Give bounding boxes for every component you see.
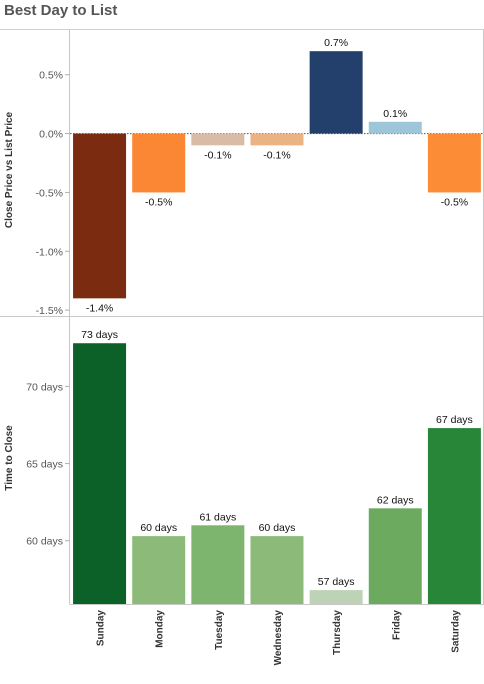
price-tick-label: -1.5%: [36, 305, 63, 317]
price-label-thursday: 0.7%: [324, 37, 348, 49]
price-data-labels: -1.4% -0.5% -0.1% -0.1% 0.7% 0.1% -0.5%: [86, 37, 468, 314]
x-tick-monday: Monday: [155, 610, 166, 648]
time-bar-sunday[interactable]: [73, 343, 127, 604]
x-tick-wednesday: Wednesday: [273, 610, 284, 666]
price-axis-ticks: 0.5% 0.0% -0.5% -1.0% -1.5%: [36, 70, 70, 317]
price-bar-monday[interactable]: [132, 133, 186, 193]
price-bar-thursday[interactable]: [309, 51, 363, 134]
time-label-monday: 60 days: [140, 522, 177, 534]
time-axis-ticks: 70 days 65 days 60 days: [26, 381, 70, 548]
time-label-friday: 62 days: [377, 494, 414, 506]
time-axis-title: Time to Close: [4, 425, 15, 491]
time-panel: Time to Close 70 days 65 days 60 days 73 d…: [4, 329, 481, 604]
time-tick-label: 65 days: [26, 459, 63, 471]
price-bar-saturday[interactable]: [427, 133, 481, 193]
title-divider: [0, 29, 484, 30]
x-tick-friday: Friday: [391, 610, 402, 640]
time-bar-friday[interactable]: [368, 508, 422, 604]
time-label-saturday: 67 days: [436, 414, 473, 426]
time-label-thursday: 57 days: [318, 576, 355, 588]
price-label-monday: -0.5%: [145, 196, 172, 208]
time-bar-thursday[interactable]: [309, 590, 363, 604]
x-tick-thursday: Thursday: [332, 610, 343, 655]
price-label-sunday: -1.4%: [86, 302, 113, 314]
price-tick-label: 0.5%: [39, 70, 63, 82]
price-bar-sunday[interactable]: [73, 133, 127, 299]
price-axis-title: Close Price vs List Price: [4, 111, 15, 228]
time-bar-tuesday[interactable]: [191, 525, 245, 604]
price-bars: [73, 51, 481, 299]
x-axis-labels: Sunday Monday Tuesday Wednesday Thursday Frid…: [96, 610, 462, 666]
x-tick-tuesday: Tuesday: [214, 610, 225, 650]
price-bar-wednesday[interactable]: [250, 133, 304, 146]
time-bar-monday[interactable]: [132, 536, 186, 604]
x-tick-saturday: Saturday: [450, 610, 461, 653]
time-label-wednesday: 60 days: [259, 522, 296, 534]
time-label-tuesday: 61 days: [199, 511, 236, 523]
price-bar-tuesday[interactable]: [191, 133, 245, 146]
time-bars: [73, 343, 481, 604]
price-tick-label: -1.0%: [36, 246, 63, 258]
price-label-saturday: -0.5%: [441, 196, 468, 208]
time-tick-label: 60 days: [26, 536, 63, 548]
time-bar-saturday[interactable]: [427, 428, 481, 604]
x-tick-sunday: Sunday: [96, 610, 107, 647]
chart-title: Best Day to List: [4, 2, 118, 19]
price-panel: Close Price vs List Price 0.5%0.0%-0.5%-…: [4, 37, 483, 317]
price-bar-friday[interactable]: [368, 121, 422, 134]
price-label-tuesday: -0.1%: [204, 149, 231, 161]
time-tick-label: 70 days: [26, 381, 63, 393]
price-label-wednesday: -0.1%: [263, 149, 290, 161]
time-data-labels: 73 days 60 days 61 days 60 days 57 days 62 da…: [81, 329, 473, 588]
time-bar-wednesday[interactable]: [250, 536, 304, 604]
time-label-sunday: 73 days: [81, 329, 118, 341]
price-tick-label: 0.0%: [39, 129, 63, 141]
price-tick-label: -0.5%: [36, 187, 63, 199]
price-label-friday: 0.1%: [383, 108, 407, 120]
